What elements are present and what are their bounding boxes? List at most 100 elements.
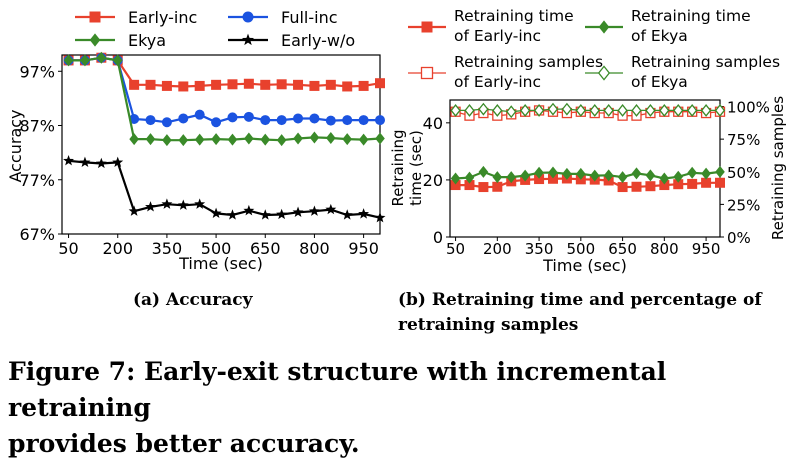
figure-canvas: Early-inc Full-inc Ekya Early-w/o 67% 77% 87%… xyxy=(6,7,787,275)
ekya-point-650 xyxy=(260,133,271,146)
retraining-time-of-ekya-point-150 xyxy=(478,165,489,178)
retraining-time-of-early-inc-point-650 xyxy=(617,182,628,193)
ekya-line xyxy=(68,56,381,142)
retraining-time-of-ekya-point-400 xyxy=(548,166,558,179)
subcaption-b: (b) Retraining time and percentage of re… xyxy=(398,288,762,338)
series-ekya xyxy=(63,51,385,147)
accuracy-series xyxy=(63,51,386,223)
retraining-y2-tick-label: 100% xyxy=(727,99,770,117)
retraining-time-of-early-inc-point-1000 xyxy=(715,177,725,188)
retraining-time-of-ekya-point-950 xyxy=(701,167,711,180)
early-w-o-point-450 xyxy=(194,198,206,209)
early-w-o-point-1000 xyxy=(374,211,386,223)
accuracy-legend: Early-inc Full-inc Ekya Early-w/o xyxy=(75,8,355,50)
retraining-time-of-ekya-point-500 xyxy=(576,167,586,180)
retraining-y2-tick-label: 25% xyxy=(727,196,760,214)
early-inc-point-400 xyxy=(178,81,189,92)
legend-item-full-inc: Full-inc xyxy=(228,8,338,27)
retraining-time-of-ekya-point-250 xyxy=(506,171,517,184)
series-retraining-samples-of-early-inc xyxy=(450,105,726,121)
early-w-o-point-300 xyxy=(145,201,156,212)
ekya-point-300 xyxy=(145,133,156,146)
retraining-x-tick-label: 650 xyxy=(608,240,637,258)
figure-caption: Figure 7: Early-exit structure with incr… xyxy=(8,354,788,462)
accuracy-x-axis-label: Time (sec) xyxy=(178,254,263,273)
retraining-x-tick-label: 800 xyxy=(650,240,679,258)
retraining-y-tick-label: 0 xyxy=(433,228,443,247)
full-inc-point-750 xyxy=(293,113,304,124)
accuracy-x-tick-label: 650 xyxy=(250,239,281,258)
early-w-o-point-500 xyxy=(210,207,222,219)
retraining-samples-of-ekya-point-50 xyxy=(450,103,461,117)
ekya-point-550 xyxy=(227,133,238,146)
ekya-point-250 xyxy=(129,133,139,146)
accuracy-x-tick-label: 200 xyxy=(102,239,133,258)
legend-label: Full-inc xyxy=(281,8,338,27)
retraining-y-ticks: 0 20 40 xyxy=(423,114,450,247)
accuracy-x-tick-label: 350 xyxy=(152,239,183,258)
early-inc-point-550 xyxy=(227,79,238,90)
full-inc-point-550 xyxy=(227,112,238,123)
legend-marker xyxy=(421,21,433,33)
legend-label-line1: Retraining samples xyxy=(454,53,603,71)
retraining-time-of-ekya-point-650 xyxy=(617,171,628,184)
early-w-o-point-650 xyxy=(259,209,271,220)
retraining-samples-of-ekya-point-200 xyxy=(492,103,503,117)
retraining-samples-of-ekya-point-450 xyxy=(561,102,573,116)
retraining-samples-of-ekya-point-150 xyxy=(478,102,489,116)
legend-label-line2: of Ekya xyxy=(631,73,688,91)
ekya-point-850 xyxy=(326,131,336,144)
early-w-o-point-750 xyxy=(292,206,304,217)
retraining-time-of-ekya-point-550 xyxy=(589,169,600,182)
series-full-inc xyxy=(63,52,385,128)
ekya-point-900 xyxy=(342,133,353,146)
legend-label: Early-w/o xyxy=(281,31,355,50)
retraining-time-of-early-inc-point-100 xyxy=(464,180,475,191)
retraining-x-ticks: 50 200 350 500 650 800 950 xyxy=(446,237,720,258)
full-inc-line xyxy=(68,56,380,124)
full-inc-point-600 xyxy=(243,111,254,122)
retraining-time-of-ekya-point-1000 xyxy=(715,165,725,178)
retraining-y-tick-label: 20 xyxy=(423,171,443,190)
legend-label: Early-inc xyxy=(128,8,197,27)
accuracy-y-tick-label: 87% xyxy=(19,117,55,136)
full-inc-point-900 xyxy=(342,115,353,126)
early-w-o-point-400 xyxy=(177,199,189,210)
retraining-samples-of-ekya-point-950 xyxy=(700,103,712,117)
series-early-w-o xyxy=(63,155,386,223)
retraining-samples-of-ekya-point-650 xyxy=(617,103,628,117)
retraining-samples-of-ekya-point-1000 xyxy=(714,103,726,117)
legend-label-line2: of Ekya xyxy=(631,27,688,45)
legend-marker xyxy=(89,11,101,23)
retraining-samples-of-ekya-point-900 xyxy=(687,103,698,117)
accuracy-x-tick-label: 500 xyxy=(201,239,232,258)
legend-item-retraining-samples-of-ekya: Retraining samples of Ekya xyxy=(585,53,780,91)
early-inc-point-350 xyxy=(161,80,172,91)
early-w-o-point-550 xyxy=(227,209,238,220)
full-inc-point-700 xyxy=(276,115,287,126)
accuracy-chart: Early-inc Full-inc Ekya Early-w/o 67% 77% 87%… xyxy=(6,8,386,273)
retraining-time-of-early-inc-point-750 xyxy=(645,181,656,192)
series-retraining-samples-of-ekya xyxy=(450,102,726,119)
retraining-time-of-ekya-point-900 xyxy=(687,166,697,179)
retraining-x-tick-label: 350 xyxy=(525,240,554,258)
legend-label-line1: Retraining time xyxy=(454,7,574,25)
early-inc-point-750 xyxy=(293,79,304,90)
retraining-time-of-ekya-point-50 xyxy=(450,172,461,185)
ekya-point-1000 xyxy=(375,132,385,145)
retraining-y2-tick-label: 0% xyxy=(727,229,751,247)
early-inc-point-1000 xyxy=(375,78,385,89)
retraining-samples-of-ekya-point-600 xyxy=(603,103,614,117)
ekya-point-50 xyxy=(63,54,74,67)
ekya-point-500 xyxy=(211,133,221,146)
accuracy-x-tick-label: 800 xyxy=(299,239,330,258)
retraining-time-of-ekya-point-850 xyxy=(673,170,684,183)
legend-item-retraining-time-of-early-inc: Retraining time of Early-inc xyxy=(408,7,574,45)
retraining-y-axis-label-line1: Retraining xyxy=(389,129,407,206)
early-w-o-point-800 xyxy=(308,205,320,216)
retraining-time-of-ekya-point-350 xyxy=(534,166,544,179)
retraining-y-axis-label-line2: time (sec) xyxy=(407,130,425,206)
retraining-samples-of-ekya-point-700 xyxy=(631,103,642,117)
figure-caption-line2: provides better accuracy. xyxy=(8,429,360,458)
